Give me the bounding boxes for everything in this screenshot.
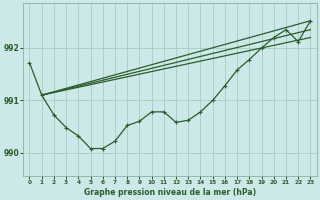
X-axis label: Graphe pression niveau de la mer (hPa): Graphe pression niveau de la mer (hPa) — [84, 188, 256, 197]
